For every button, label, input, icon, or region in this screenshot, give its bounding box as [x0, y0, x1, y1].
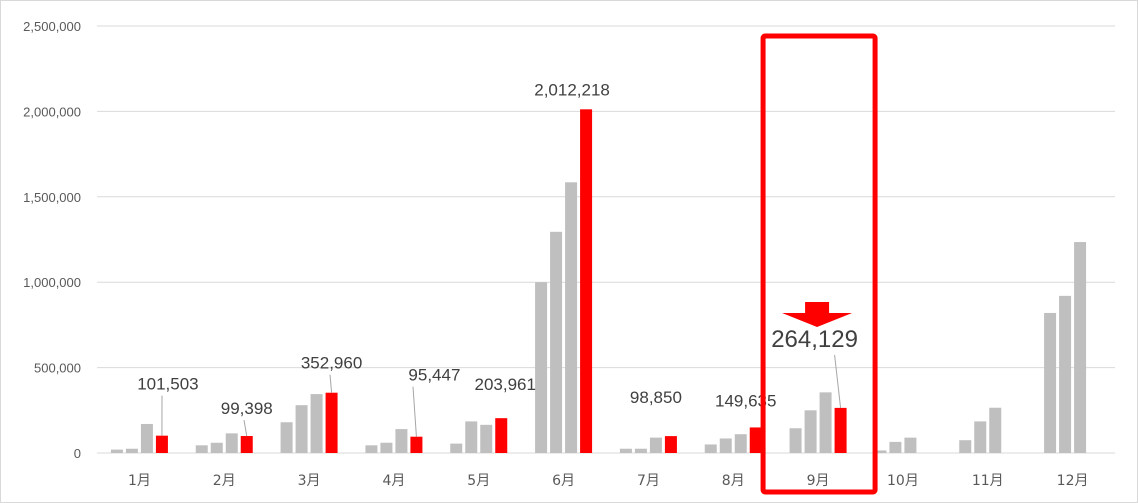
data-label: 2,012,218	[534, 80, 610, 99]
bar-highlighted	[749, 427, 762, 453]
bar	[480, 424, 493, 453]
bar	[804, 410, 817, 453]
leader-line	[243, 419, 248, 437]
bar	[565, 182, 578, 454]
bar	[450, 443, 463, 453]
bar-highlighted	[410, 436, 423, 453]
leader-line	[412, 386, 417, 437]
x-tick-label: 12月	[1057, 473, 1089, 489]
data-label: 99,398	[221, 399, 273, 418]
bar	[704, 444, 717, 453]
bar	[550, 231, 563, 453]
x-tick-label: 11月	[972, 473, 1004, 489]
bar	[904, 437, 917, 453]
leader-line	[329, 374, 333, 393]
bar	[280, 422, 293, 453]
bar	[195, 445, 208, 453]
bar	[125, 448, 138, 453]
bar	[110, 449, 123, 453]
bar-highlighted	[664, 436, 677, 453]
bar	[1074, 242, 1087, 453]
x-tick-label: 6月	[552, 473, 575, 489]
x-tick-label: 3月	[298, 473, 321, 489]
bar	[380, 442, 393, 453]
bar-highlighted	[240, 436, 253, 453]
highlight-group	[760, 33, 878, 495]
y-tick-label: 500,000	[34, 361, 81, 376]
x-tick-label: 5月	[467, 473, 490, 489]
bar	[874, 450, 887, 453]
data-label: 203,961	[475, 375, 536, 394]
bar-highlighted	[580, 109, 593, 453]
x-tick-label: 2月	[213, 473, 236, 489]
bar	[719, 438, 732, 453]
y-tick-label: 0	[74, 446, 81, 461]
bar	[210, 442, 223, 453]
x-axis-ticks: 1月 2月 3月 4月 5月 6月 7月 8月 9月 10月 11月 12月	[128, 473, 1089, 489]
data-label: 101,503	[137, 375, 198, 394]
bars	[110, 109, 1087, 454]
x-tick-label: 9月	[807, 473, 830, 489]
bar	[649, 437, 662, 453]
down-arrow-icon	[782, 302, 853, 327]
data-label: 352,960	[301, 354, 362, 373]
y-tick-label: 2,500,000	[23, 19, 81, 34]
bar	[395, 429, 408, 453]
data-label: 95,447	[408, 366, 460, 385]
bar	[959, 440, 972, 453]
x-tick-label: 1月	[128, 473, 151, 489]
data-label: 264,129	[771, 326, 858, 353]
bar	[989, 407, 1002, 453]
bar	[365, 445, 378, 453]
bar	[734, 434, 747, 453]
y-tick-label: 1,500,000	[23, 190, 81, 205]
data-label: 149,635	[715, 391, 776, 410]
x-tick-label: 8月	[722, 473, 745, 489]
bar	[1059, 295, 1072, 453]
y-axis-ticks: 0 500,000 1,000,000 1,500,000 2,000,000 2,500…	[23, 19, 81, 461]
bar-highlighted	[495, 418, 508, 453]
highlight-box	[760, 33, 878, 495]
bar-highlighted	[325, 392, 338, 453]
x-tick-label: 7月	[637, 473, 660, 489]
bar	[974, 421, 987, 453]
bar	[310, 394, 323, 453]
bar-highlighted	[155, 435, 168, 453]
bar	[619, 448, 632, 453]
data-label: 98,850	[630, 388, 682, 407]
bar-highlighted	[834, 407, 847, 453]
bar	[295, 405, 308, 453]
bar	[140, 423, 153, 453]
bar	[535, 282, 548, 453]
bar	[1044, 312, 1057, 453]
y-tick-label: 1,000,000	[23, 275, 81, 290]
bar	[889, 441, 902, 453]
bar	[789, 428, 802, 453]
x-tick-label: 4月	[382, 473, 405, 489]
y-tick-label: 2,000,000	[23, 104, 81, 119]
bar	[465, 421, 478, 453]
label-leader-lines	[161, 354, 842, 437]
x-tick-label: 10月	[887, 473, 919, 489]
bar	[225, 433, 238, 453]
leader-line	[834, 354, 842, 408]
bar	[819, 392, 832, 453]
bar	[634, 448, 647, 453]
